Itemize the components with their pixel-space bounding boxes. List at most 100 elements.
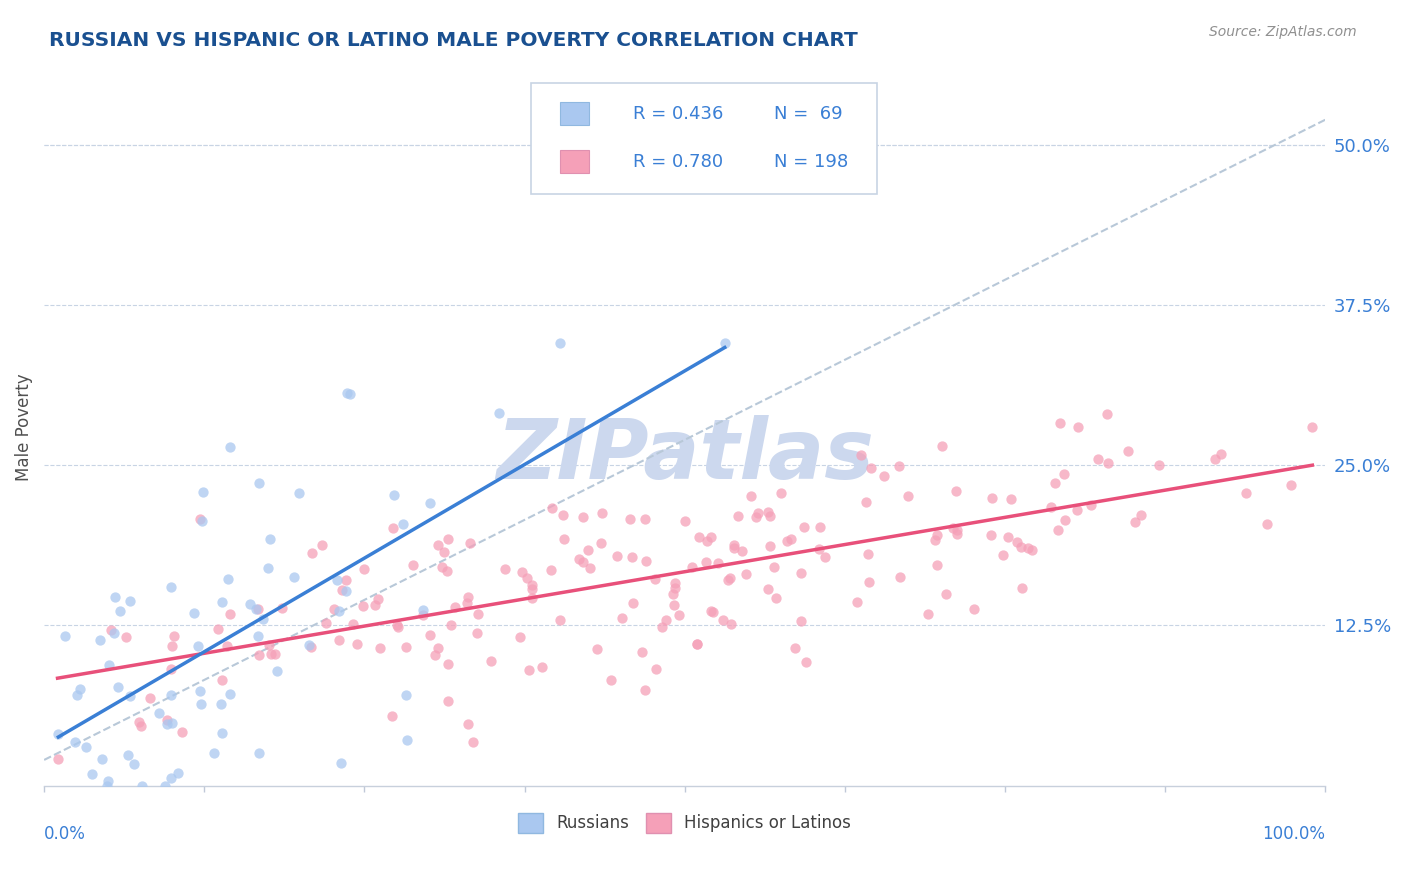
Point <box>591 506 613 520</box>
Point <box>63 735 86 749</box>
Point <box>246 602 269 616</box>
Point <box>759 508 782 523</box>
Point <box>211 726 233 740</box>
Point <box>860 461 883 475</box>
Point <box>925 558 948 572</box>
Point <box>188 683 211 698</box>
Point <box>89 632 111 647</box>
Point <box>82 767 104 781</box>
Point <box>172 724 194 739</box>
Point <box>239 597 262 611</box>
Text: ZIPatlas: ZIPatlas <box>496 415 873 496</box>
Point <box>114 630 136 644</box>
Point <box>858 574 880 589</box>
Point <box>426 640 449 655</box>
Point <box>264 647 287 661</box>
Point <box>1234 486 1257 500</box>
Point <box>1209 447 1232 461</box>
Point <box>1067 420 1090 434</box>
Point <box>756 505 779 519</box>
Point <box>946 526 969 541</box>
Point <box>540 562 562 576</box>
Point <box>440 617 463 632</box>
Point <box>207 623 229 637</box>
Point <box>664 581 686 595</box>
Point <box>187 639 209 653</box>
Point <box>330 582 353 597</box>
Point <box>311 539 333 553</box>
Point <box>765 591 787 606</box>
Point <box>139 690 162 705</box>
Text: 0.0%: 0.0% <box>44 825 86 843</box>
Point <box>342 617 364 632</box>
Point <box>1053 467 1076 481</box>
FancyBboxPatch shape <box>561 150 589 173</box>
Point <box>702 605 724 619</box>
Point <box>98 657 121 672</box>
Point <box>156 717 179 731</box>
Point <box>467 607 489 622</box>
Point <box>1080 499 1102 513</box>
Point <box>747 506 769 520</box>
Point <box>257 638 280 652</box>
Point <box>387 617 409 632</box>
Point <box>443 599 465 614</box>
Point <box>762 560 785 574</box>
Point <box>395 688 418 702</box>
Point <box>650 620 672 634</box>
Text: 100.0%: 100.0% <box>1263 825 1326 843</box>
Point <box>686 637 709 651</box>
Point <box>328 604 350 618</box>
Point <box>458 536 481 550</box>
Point <box>664 576 686 591</box>
Point <box>783 641 806 656</box>
Point <box>122 757 145 772</box>
Point <box>553 508 575 522</box>
Point <box>202 746 225 760</box>
Point <box>1116 444 1139 458</box>
Point <box>621 596 644 610</box>
Point <box>695 555 717 569</box>
Point <box>368 640 391 655</box>
Point <box>211 594 233 608</box>
Point <box>211 673 233 687</box>
Point <box>66 688 89 702</box>
Point <box>433 545 456 559</box>
Point <box>412 603 434 617</box>
Point <box>924 533 946 548</box>
Point <box>75 739 97 754</box>
Point <box>793 519 815 533</box>
Point <box>548 613 571 627</box>
Point <box>259 533 281 547</box>
Point <box>335 573 357 587</box>
Point <box>713 335 735 350</box>
Point <box>1011 581 1033 595</box>
Point <box>153 779 176 793</box>
Legend: Russians, Hispanics or Latinos: Russians, Hispanics or Latinos <box>513 808 856 838</box>
Point <box>217 573 239 587</box>
Point <box>756 582 779 596</box>
Point <box>364 598 387 612</box>
Text: Source: ZipAtlas.com: Source: ZipAtlas.com <box>1209 25 1357 39</box>
Point <box>720 617 742 632</box>
Point <box>183 606 205 620</box>
Point <box>510 565 533 579</box>
Point <box>97 773 120 788</box>
Point <box>381 708 404 723</box>
Point <box>707 556 730 570</box>
Point <box>520 578 543 592</box>
Point <box>571 510 593 524</box>
Point <box>160 715 183 730</box>
Point <box>128 714 150 729</box>
Point <box>1021 543 1043 558</box>
Point <box>218 607 240 621</box>
Point <box>790 566 813 580</box>
Point <box>531 660 554 674</box>
Point <box>457 717 479 731</box>
Point <box>579 561 602 575</box>
Point <box>897 489 920 503</box>
Point <box>48 727 70 741</box>
Point <box>770 486 793 500</box>
Point <box>247 648 270 662</box>
Point <box>993 549 1015 563</box>
